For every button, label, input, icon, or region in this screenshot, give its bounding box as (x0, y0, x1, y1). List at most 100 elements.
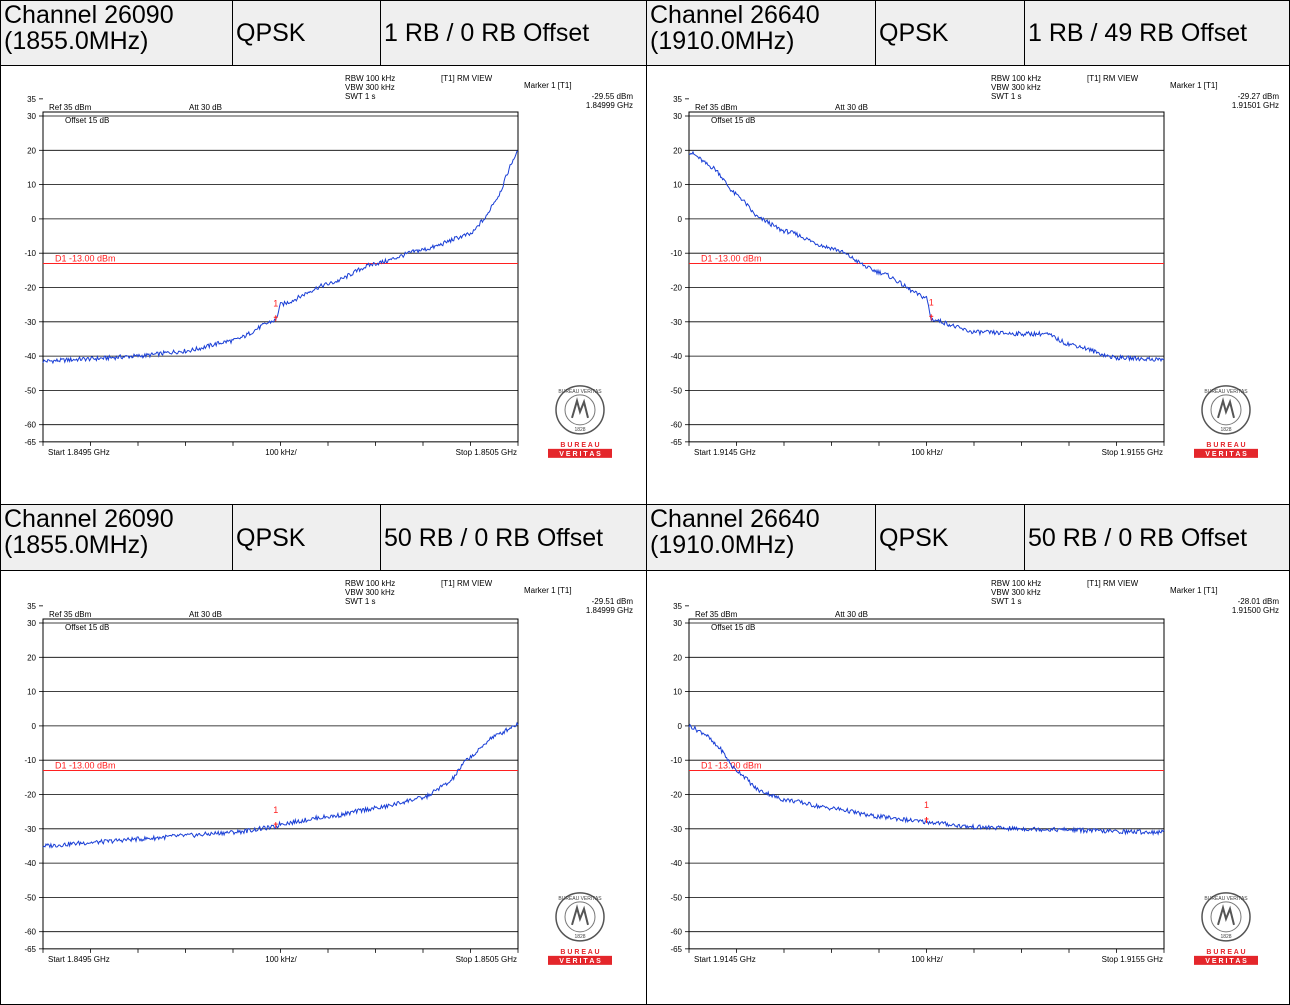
logo-bureau-text: B U R E A U (1206, 442, 1245, 449)
logo-veritas-text: V E R I T A S (1205, 958, 1247, 965)
y-tick-label: 35 (673, 95, 682, 104)
logo-year-text: 1828 (1220, 934, 1231, 940)
spectrum-plot-panel: RBW 100 kHz VBW 300 kHz SWT 1 s [T1] RM VIE… (0, 65, 647, 505)
logo-top-text: BUREAU VERITAS (1204, 896, 1248, 902)
marker-1-label: 1 (929, 297, 934, 307)
y-tick-label: -50 (670, 893, 682, 902)
y-tick-label: 30 (27, 619, 36, 628)
y-tick-label: -20 (670, 284, 682, 293)
logo-veritas-bar (548, 448, 612, 458)
y-tick-label: -10 (24, 756, 36, 765)
plot-frame (42, 111, 519, 443)
channel-name: Channel 26090 (4, 505, 174, 533)
channel-header: Channel 26090 (1855.0MHz) (0, 504, 233, 571)
modulation-header: QPSK (875, 0, 1025, 66)
y-tick-label: 10 (673, 688, 682, 697)
y-tick-label: 0 (678, 215, 683, 224)
logo-veritas-bar (1194, 955, 1258, 965)
y-tick-label: -50 (24, 893, 36, 902)
bureau-veritas-logo: BUREAU VERITAS 1828 B U R E A U V E R I T A… (1194, 385, 1258, 458)
marker-level: -29.27 dBm (1238, 92, 1280, 101)
rb-config-header: 1 RB / 49 RB Offset (1024, 0, 1290, 66)
ref-level-label: Ref 35 dBm (49, 103, 92, 112)
start-frequency-label: Start 1.9145 GHz (694, 955, 756, 964)
attenuation-label: Att 30 dB (189, 610, 222, 619)
bureau-veritas-logo: BUREAU VERITAS 1828 B U R E A U V E R I T A… (1194, 892, 1258, 965)
channel-header: Channel 26640 (1910.0MHz) (646, 0, 876, 66)
y-tick-label: 20 (27, 653, 36, 662)
spectrum-trace (688, 150, 1165, 363)
y-tick-label: -40 (24, 859, 36, 868)
channel-frequency: (1855.0MHz) (4, 531, 149, 559)
trace-view-label: [T1] RM VIEW (1087, 74, 1139, 83)
logo-veritas-text: V E R I T A S (559, 958, 601, 965)
bureau-veritas-logo: BUREAU VERITAS 1828 B U R E A U V E R I T A… (548, 892, 612, 965)
stop-frequency-label: Stop 1.9155 GHz (1102, 955, 1163, 964)
plot-frame (42, 618, 519, 950)
start-frequency-label: Start 1.9145 GHz (694, 448, 756, 457)
y-tick-label: -50 (670, 386, 682, 395)
y-tick-label: -30 (24, 825, 36, 834)
marker-frequency: 1.84999 GHz (586, 101, 633, 110)
y-tick-label: -40 (670, 352, 682, 361)
y-tick-label: -30 (24, 318, 36, 327)
offset-label: Offset 15 dB (65, 623, 109, 632)
y-tick-label: -65 (24, 438, 36, 447)
y-tick-label: -10 (24, 249, 36, 258)
limit-line-label: D1 -13.00 dBm (701, 253, 762, 263)
y-tick-label: 0 (32, 722, 37, 731)
swt-label: SWT 1 s (991, 597, 1022, 606)
y-tick-label: 10 (27, 181, 36, 190)
marker-level: -28.01 dBm (1238, 597, 1280, 606)
y-tick-label: 30 (673, 112, 682, 121)
y-tick-label: -10 (670, 249, 682, 258)
channel-header: Channel 26640 (1910.0MHz) (646, 504, 876, 571)
rbw-label: RBW 100 kHz (345, 74, 395, 83)
y-tick-label: 20 (673, 653, 682, 662)
y-tick-label: -30 (670, 318, 682, 327)
vbw-label: VBW 300 kHz (991, 588, 1041, 597)
plot-frame (688, 111, 1165, 443)
trace-view-label: [T1] RM VIEW (1087, 579, 1139, 588)
stop-frequency-label: Stop 1.8505 GHz (456, 955, 517, 964)
modulation-header: QPSK (232, 0, 381, 66)
y-tick-label: 35 (673, 602, 682, 611)
swt-label: SWT 1 s (345, 92, 376, 101)
logo-veritas-bar (548, 955, 612, 965)
logo-figure (571, 397, 589, 419)
y-tick-label: 30 (673, 619, 682, 628)
logo-year-text: 1828 (1220, 427, 1231, 433)
trace-view-label: [T1] RM VIEW (441, 74, 493, 83)
span-per-div-label: 100 kHz/ (265, 448, 297, 457)
logo-figure (1217, 397, 1235, 419)
attenuation-label: Att 30 dB (835, 103, 868, 112)
logo-top-text: BUREAU VERITAS (558, 389, 602, 395)
spectrum-plot-panel: RBW 100 kHz VBW 300 kHz SWT 1 s [T1] RM VIE… (0, 570, 647, 1005)
marker-level: -29.55 dBm (592, 92, 634, 101)
y-tick-label: -20 (24, 284, 36, 293)
logo-top-text: BUREAU VERITAS (558, 896, 602, 902)
y-tick-label: -65 (670, 438, 682, 447)
y-tick-label: -30 (670, 825, 682, 834)
span-per-div-label: 100 kHz/ (911, 448, 943, 457)
span-per-div-label: 100 kHz/ (265, 955, 297, 964)
y-tick-label: -20 (670, 791, 682, 800)
logo-bureau-text: B U R E A U (1206, 949, 1245, 956)
rb-config-header: 50 RB / 0 RB Offset (380, 504, 647, 571)
y-tick-label: -20 (24, 791, 36, 800)
start-frequency-label: Start 1.8495 GHz (48, 955, 110, 964)
logo-figure (1217, 904, 1235, 926)
modulation-header: QPSK (875, 504, 1025, 571)
modulation-header: QPSK (232, 504, 381, 571)
attenuation-label: Att 30 dB (835, 610, 868, 619)
vbw-label: VBW 300 kHz (991, 83, 1041, 92)
channel-header: Channel 26090 (1855.0MHz) (0, 0, 233, 66)
start-frequency-label: Start 1.8495 GHz (48, 448, 110, 457)
rb-config-header: 50 RB / 0 RB Offset (1024, 504, 1290, 571)
logo-bureau-text: B U R E A U (560, 949, 599, 956)
channel-frequency: (1910.0MHz) (650, 27, 795, 55)
